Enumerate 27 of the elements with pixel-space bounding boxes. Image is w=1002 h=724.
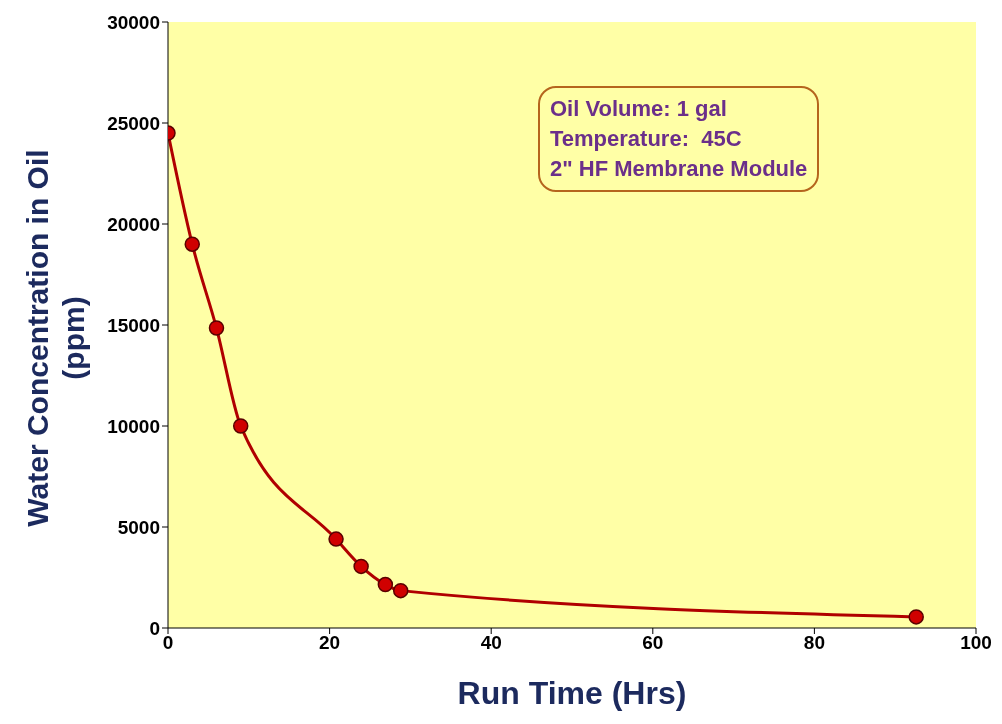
annotation: Oil Volume: 1 gal (550, 95, 728, 123)
point (392, 582, 409, 599)
point (208, 320, 225, 336)
x-tick-label: 100 (960, 632, 992, 654)
y-tick-label: 5000 (117, 516, 160, 538)
y-tick-label: 25000 (107, 112, 160, 134)
annotation: 2" HF Membrane Module (550, 155, 808, 183)
note-box: Oil Volume: 1 gal Temperature: 45C 2" HF Membrane Module (538, 86, 820, 192)
point (184, 236, 200, 252)
point (328, 531, 344, 547)
x-tick-label: 80 (803, 632, 825, 654)
x-tick-label: 60 (642, 632, 664, 654)
x-axis-title: Run Time (Hrs) (457, 675, 687, 711)
y-tick-label: 30000 (107, 11, 160, 33)
y-axis-title: Water Concentration in Oil (ppm) (21, 149, 90, 527)
x-tick-label: 20 (319, 632, 341, 654)
annotation: Temperature: 45C (550, 125, 743, 153)
x-tick-label: 0 (162, 632, 174, 654)
y-tick-label: 20000 (107, 213, 160, 235)
x-tick-label: 40 (480, 632, 502, 654)
point (353, 558, 369, 575)
y-tick-label: 0 (149, 617, 160, 639)
point (908, 609, 924, 625)
point (377, 576, 394, 593)
point (232, 418, 249, 434)
y-tick-label: 10000 (107, 415, 160, 437)
y-tick-label: 15000 (107, 314, 160, 336)
